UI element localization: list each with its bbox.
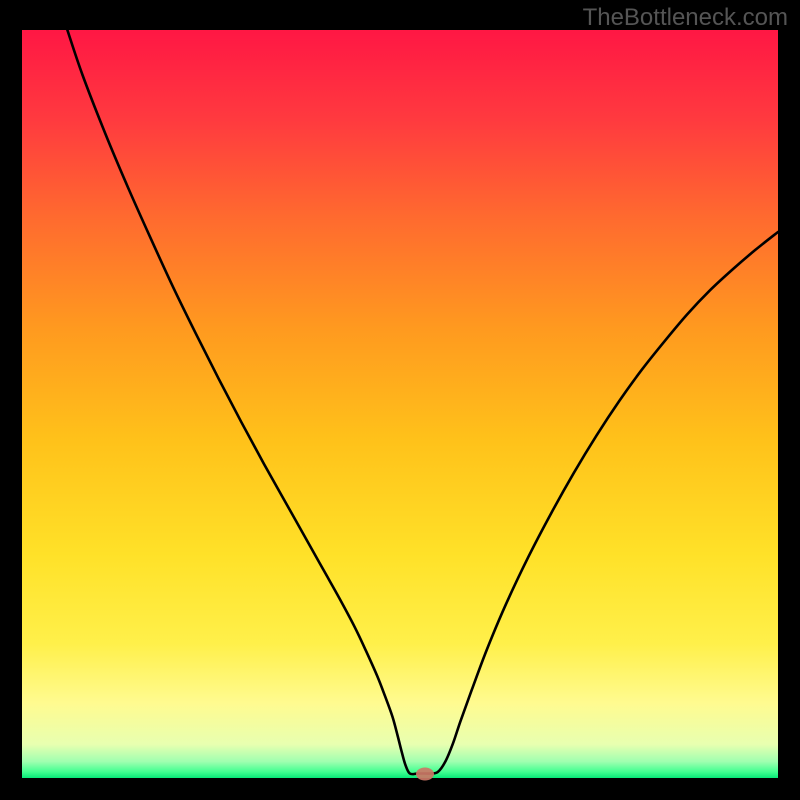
plot-area [22,30,778,778]
chart-container: TheBottleneck.com [0,0,800,800]
optimal-point-marker [416,767,434,780]
bottleneck-curve [22,30,778,778]
watermark-text: TheBottleneck.com [583,4,788,32]
